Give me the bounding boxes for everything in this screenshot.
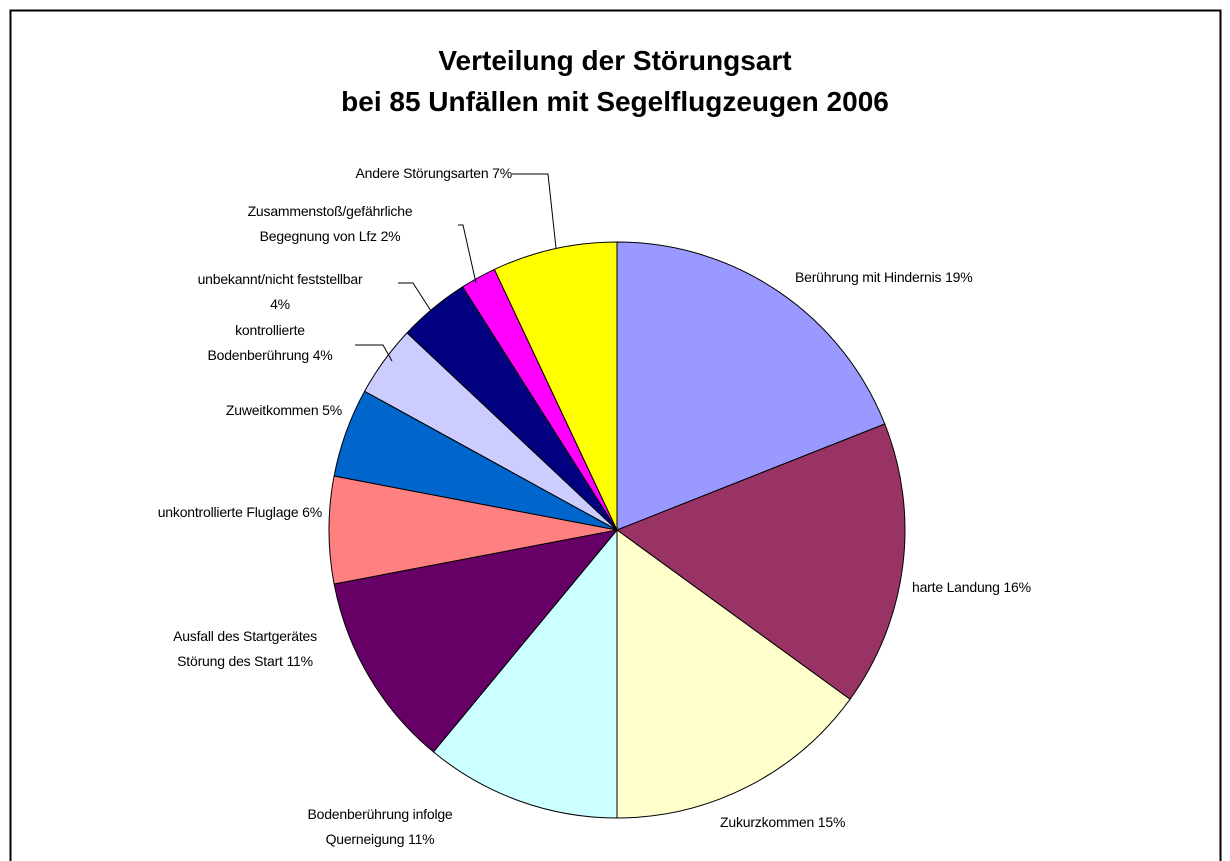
value-label: 5% <box>322 402 342 418</box>
chart-title: Verteilung der Störungsart bei 85 Unfäll… <box>341 45 889 117</box>
pie-slice <box>333 529 619 753</box>
value-label: 7% <box>492 165 512 181</box>
category-label: Zuweitkommen <box>225 402 319 418</box>
slice-label: Ausfall des Startgerätes Störung des Sta… <box>140 624 350 674</box>
slice-label: unbekannt/nicht feststellbar 4% <box>150 267 410 317</box>
category-label: harte Landung <box>912 579 1000 595</box>
category-label: Zusammenstoß/gefährliche Begegnung von L… <box>247 203 413 244</box>
leader-lines <box>355 173 557 362</box>
category-label: unkontrollierte Fluglage <box>157 504 299 520</box>
pie-slice <box>616 241 886 531</box>
slice-label: Zukurzkommen 15% <box>720 810 920 835</box>
value-label: 16% <box>1003 579 1031 595</box>
slice-label: harte Landung 16% <box>912 575 1112 600</box>
value-label: 15% <box>817 814 846 830</box>
pie-slice <box>615 423 906 700</box>
leader-line <box>398 282 432 312</box>
slice-label: unkontrollierte Fluglage 6% <box>60 500 322 525</box>
category-label: Ausfall des Startgerätes Störung des Sta… <box>173 628 317 669</box>
pie-slice <box>616 529 851 819</box>
leader-line <box>512 173 557 249</box>
slice-label: kontrollierte Bodenberührung 4% <box>170 318 370 368</box>
category-label: Bodenberührung infolge Querneigung <box>307 806 453 847</box>
pie-slice <box>493 241 618 531</box>
value-label: 11% <box>408 831 435 847</box>
slice-label: Zusammenstoß/gefährliche Begegnung von L… <box>190 199 470 249</box>
value-label: 4% <box>270 296 290 312</box>
value-label: 4% <box>312 347 333 363</box>
category-label: Berührung mit Hindernis <box>795 269 942 285</box>
slice-label: Andere Störungsarten 7% <box>252 161 512 186</box>
slice-label: Berührung mit Hindernis 19% <box>795 265 1055 290</box>
category-label: kontrollierte Bodenberührung <box>207 322 309 363</box>
pie <box>328 241 906 819</box>
leader-line <box>355 344 393 362</box>
category-label: unbekannt/nicht feststellbar <box>197 271 363 287</box>
category-label: Zukurzkommen <box>720 814 815 830</box>
category-label: Andere Störungsarten <box>355 165 489 181</box>
value-label: 19% <box>945 269 973 285</box>
value-label: 6% <box>302 504 322 520</box>
pie-slice <box>432 528 618 819</box>
chart-frame <box>9 9 1222 861</box>
slice-label: Zuweitkommen 5% <box>120 398 342 423</box>
leader-line <box>458 224 477 284</box>
value-label: 2% <box>380 228 401 244</box>
slice-label: Bodenberührung infolge Querneigung 11% <box>270 802 490 852</box>
value-label: 11% <box>286 653 313 669</box>
